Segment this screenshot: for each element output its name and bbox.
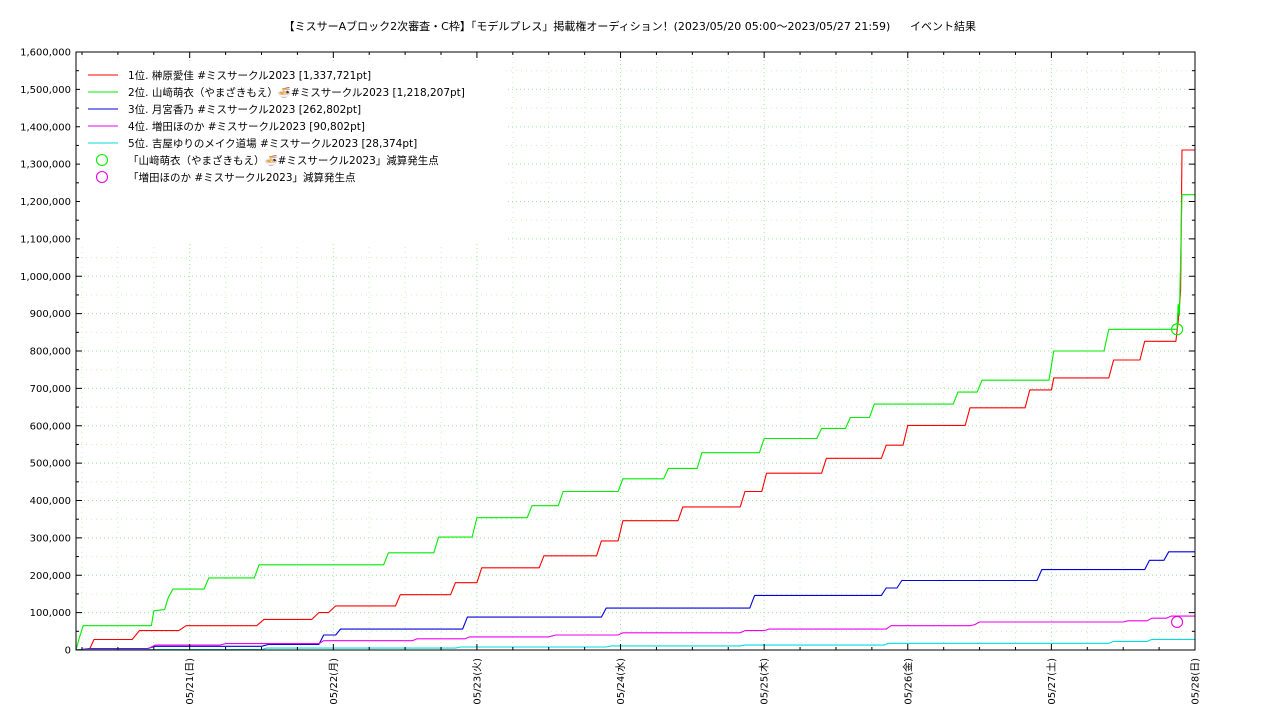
legend-entry-3: 3位. 月宮香乃 #ミスサークル2023 [262,802pt]	[128, 103, 361, 116]
grid	[76, 52, 1195, 650]
y-tick-label: 0	[65, 646, 71, 657]
axes: 0 100,000 200,000 300,000 400,000 500,000 600,…	[20, 48, 1201, 705]
series-line-2	[75, 194, 1195, 651]
legend-box	[80, 62, 506, 244]
subtraction-marker-1	[1170, 323, 1184, 336]
legend-entry-5: 5位. 吉屋ゆりのメイク道場 #ミスサークル2023 [28,374pt]	[128, 137, 417, 150]
y-tick-label: 1,000,000	[20, 272, 71, 283]
chart-title: 【ミスサーAブロック2次審査・C枠】「モデルプレス」掲載権オーディション！(20…	[284, 19, 891, 33]
x-tick-label: 05/21(日)	[185, 658, 196, 705]
subtraction-marker-2	[1170, 615, 1184, 629]
series-line-3	[75, 551, 1195, 651]
series-line-4	[75, 615, 1195, 651]
chart-subtitle: イベント結果	[910, 19, 976, 33]
x-tick-label: 05/22(月)	[328, 658, 340, 705]
y-tick-label: 1,200,000	[20, 197, 71, 208]
x-tick-label: 05/23(火)	[471, 658, 483, 705]
y-tick-label: 300,000	[30, 533, 71, 544]
y-tick-label: 400,000	[30, 496, 71, 507]
y-tick-label: 900,000	[30, 309, 71, 320]
legend-entry-2: 2位. 山﨑萌衣（やまざきもえ）🍜#ミスサークル2023 [1,218,207p…	[128, 86, 465, 99]
legend: 1位. 榊原愛佳 #ミスサークル2023 [1,337,721pt] 2位. 山﨑…	[80, 62, 506, 244]
legend-entry-4: 4位. 増田ほのか #ミスサークル2023 [90,802pt]	[128, 120, 365, 133]
legend-marker-swatch-2	[95, 170, 109, 184]
legend-entry-1: 1位. 榊原愛佳 #ミスサークル2023 [1,337,721pt]	[128, 69, 371, 82]
y-tick-label: 1,500,000	[20, 85, 71, 96]
legend-marker-entry-1: 「山﨑萌衣（やまざきもえ）🍜#ミスサークル2023」減算発生点	[128, 154, 439, 167]
legend-marker-swatch-1	[95, 153, 109, 167]
y-tick-label: 800,000	[30, 347, 71, 358]
y-tick-label: 700,000	[30, 384, 71, 395]
series-line-1	[76, 149, 1195, 651]
x-tick-label: 05/28(日)	[1191, 658, 1202, 705]
legend-marker-entry-2: 「増田ほのか #ミスサークル2023」減算発生点	[128, 171, 356, 184]
y-tick-label: 1,400,000	[20, 122, 71, 133]
y-tick-label: 1,100,000	[20, 234, 71, 245]
series-line-5	[75, 638, 1195, 651]
series-lines	[75, 149, 1195, 651]
series-markers	[1170, 323, 1184, 629]
y-tick-label: 500,000	[30, 459, 71, 470]
y-tick-label: 600,000	[30, 421, 71, 432]
x-tick-label: 05/24(水)	[615, 658, 627, 705]
y-tick-label: 200,000	[30, 571, 71, 582]
y-tick-label: 1,600,000	[20, 48, 71, 59]
x-tick-label: 05/27(土)	[1045, 658, 1058, 705]
x-tick-label: 05/26(金)	[901, 658, 914, 705]
x-tick-label: 05/25(木)	[759, 658, 771, 705]
y-tick-label: 1,300,000	[20, 160, 71, 171]
y-tick-label: 100,000	[30, 608, 71, 619]
